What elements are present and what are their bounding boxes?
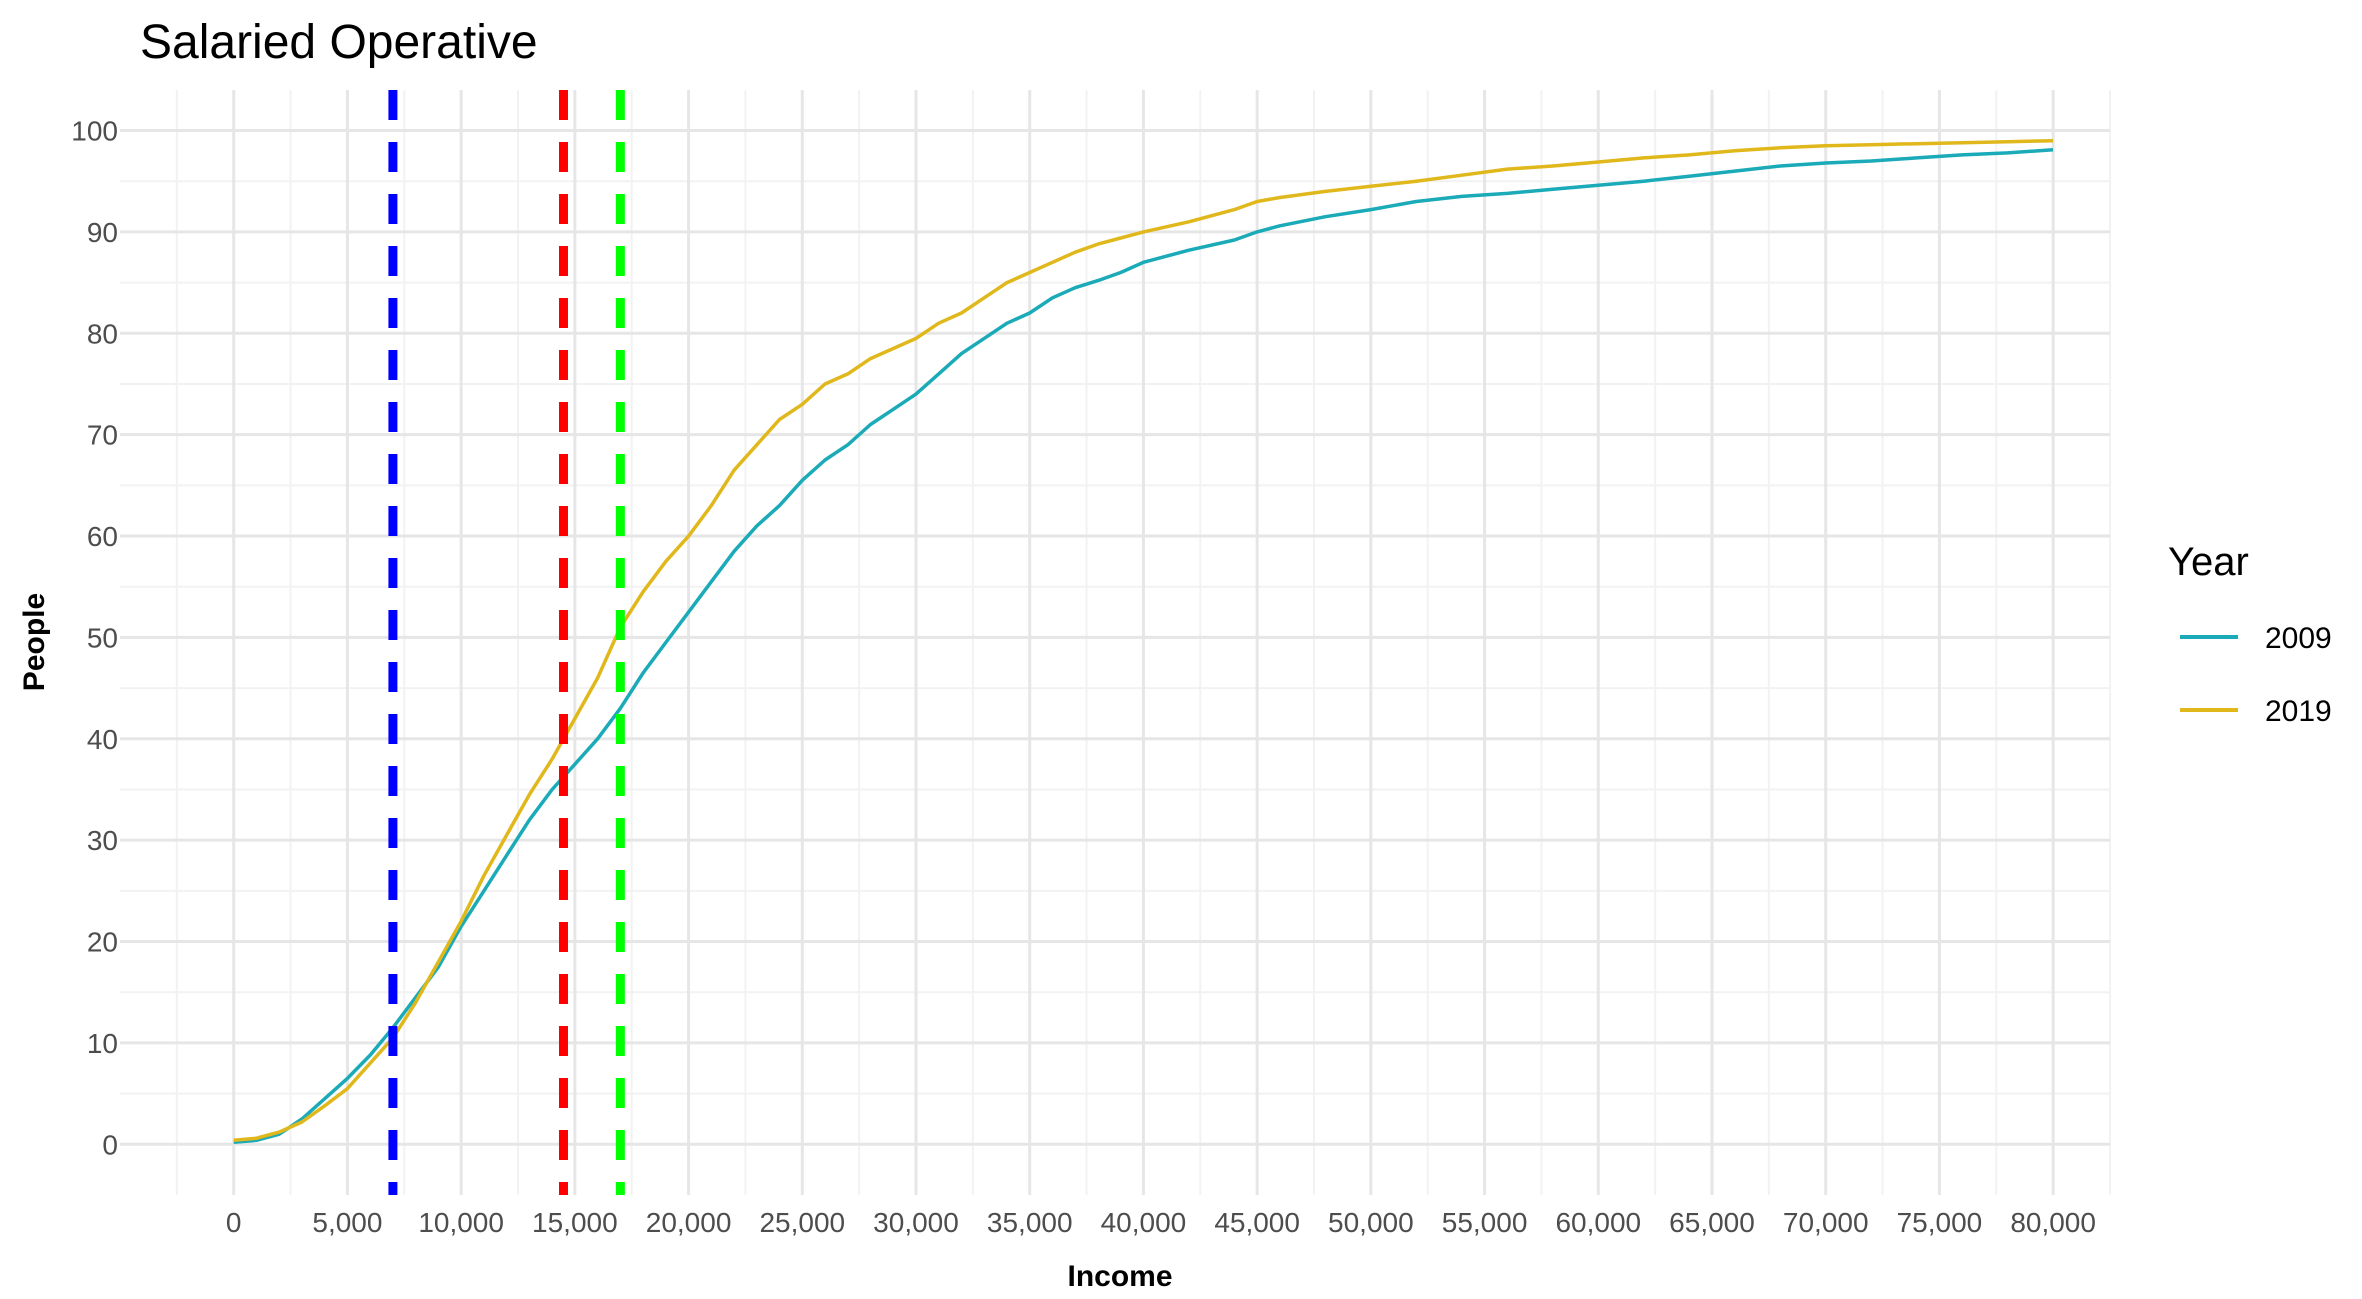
x-tick-label: 55,000 (1442, 1207, 1528, 1238)
legend-title: Year (2168, 540, 2249, 584)
reference-lines (388, 90, 625, 1195)
y-tick-label: 70 (87, 420, 118, 451)
x-tick-label: 45,000 (1214, 1207, 1300, 1238)
x-tick-label: 15,000 (532, 1207, 618, 1238)
y-tick-label: 0 (102, 1129, 118, 1160)
y-tick-label: 80 (87, 318, 118, 349)
x-tick-label: 30,000 (873, 1207, 959, 1238)
y-tick-label: 60 (87, 521, 118, 552)
x-tick-label: 60,000 (1555, 1207, 1641, 1238)
legend-label-2009: 2009 (2265, 622, 2332, 655)
x-tick-label: 80,000 (2010, 1207, 2096, 1238)
grid-major (120, 90, 2110, 1195)
y-tick-labels: 0 10 20 30 40 50 60 70 80 90 100 (71, 116, 118, 1161)
legend: Year 2009 2019 (2168, 540, 2332, 728)
y-tick-label: 20 (87, 927, 118, 958)
x-tick-label: 5,000 (312, 1207, 382, 1238)
chart-title: Salaried Operative (140, 16, 538, 69)
x-tick-label: 50,000 (1328, 1207, 1414, 1238)
y-tick-label: 10 (87, 1028, 118, 1059)
grid-minor (120, 90, 2111, 1195)
y-axis-title: People (18, 593, 51, 691)
x-tick-label: 70,000 (1783, 1207, 1869, 1238)
x-tick-label: 40,000 (1101, 1207, 1187, 1238)
y-tick-label: 100 (71, 116, 118, 147)
x-tick-label: 20,000 (646, 1207, 732, 1238)
x-tick-label: 0 (226, 1207, 242, 1238)
series-line-2009 (233, 148, 2054, 1145)
x-tick-label: 75,000 (1897, 1207, 1983, 1238)
series-line-2019 (233, 138, 2054, 1143)
x-axis-title: Income (1067, 1260, 1172, 1293)
series-lines (233, 138, 2054, 1145)
legend-items: 2009 2019 (2180, 622, 2332, 728)
x-tick-label: 65,000 (1669, 1207, 1755, 1238)
legend-label-2019: 2019 (2265, 695, 2332, 728)
x-tick-label: 10,000 (418, 1207, 504, 1238)
y-tick-label: 30 (87, 825, 118, 856)
x-tick-label: 25,000 (759, 1207, 845, 1238)
x-tick-label: 35,000 (987, 1207, 1073, 1238)
x-tick-labels: 0 5,000 10,000 15,000 20,000 25,000 30,000 35,0… (226, 1207, 2096, 1238)
y-tick-label: 90 (87, 217, 118, 248)
y-tick-label: 50 (87, 622, 118, 653)
y-tick-label: 40 (87, 724, 118, 755)
